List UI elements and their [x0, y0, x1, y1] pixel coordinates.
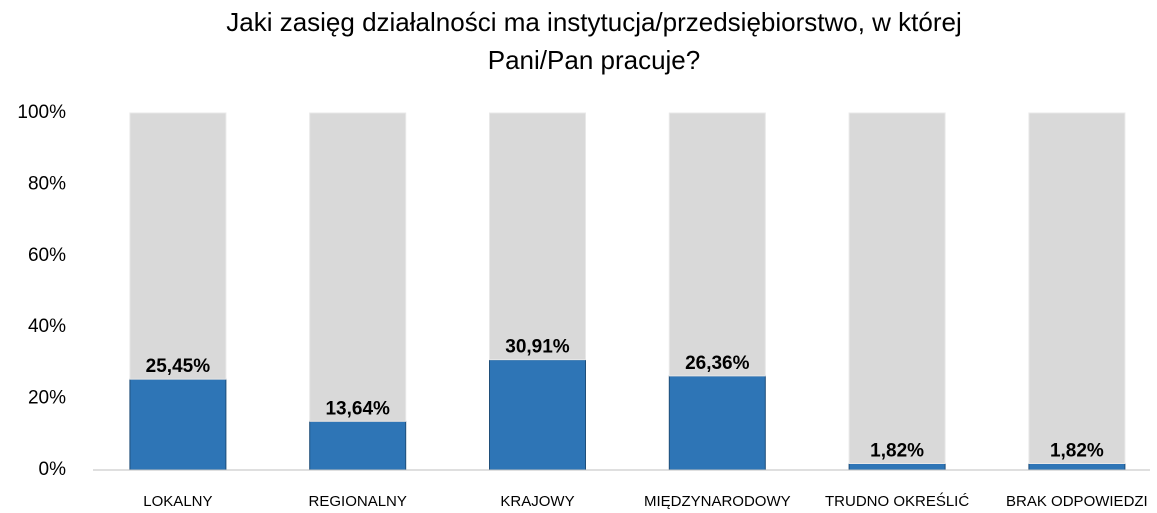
bar-segment — [309, 112, 407, 422]
bar-segment — [489, 359, 586, 471]
x-tick-label: REGIONALNY — [309, 493, 407, 510]
data-label: 1,82% — [870, 441, 924, 462]
data-label: 25,45% — [146, 356, 211, 377]
y-tick-label: 60% — [28, 245, 66, 266]
chart-title: Pani/Pan pracuje? — [488, 45, 700, 75]
bar-segment — [129, 112, 227, 380]
x-tick-label: TRUDNO OKREŚLIĆ — [825, 492, 969, 510]
data-label: 30,91% — [505, 337, 570, 358]
y-tick-label: 100% — [17, 102, 66, 123]
x-tick-label: MIĘDZYNARODOWY — [644, 493, 791, 510]
x-tick-label: BRAK ODPOWIEDZI — [1006, 493, 1148, 510]
data-label: 13,64% — [325, 398, 390, 419]
bar-segment — [668, 375, 766, 471]
bar-segment — [668, 112, 766, 377]
bar-segment — [1028, 463, 1126, 471]
y-tick-label: 20% — [28, 388, 66, 409]
chart-title: Jaki zasięg działalności ma instytucja/p… — [226, 7, 962, 37]
y-tick-label: 40% — [28, 316, 66, 337]
data-label: 1,82% — [1050, 441, 1104, 462]
x-tick-label: LOKALNY — [143, 493, 212, 510]
bar-segment — [489, 112, 586, 361]
bar-segment — [309, 420, 407, 471]
bar-segment — [129, 378, 227, 471]
bar-segment — [848, 112, 946, 465]
data-label: 26,36% — [685, 353, 750, 374]
x-tick-label: KRAJOWY — [500, 493, 574, 510]
y-tick-label: 0% — [39, 459, 67, 480]
y-tick-label: 80% — [28, 173, 66, 194]
bar-segment — [1028, 112, 1126, 465]
bar-segment — [848, 463, 946, 471]
